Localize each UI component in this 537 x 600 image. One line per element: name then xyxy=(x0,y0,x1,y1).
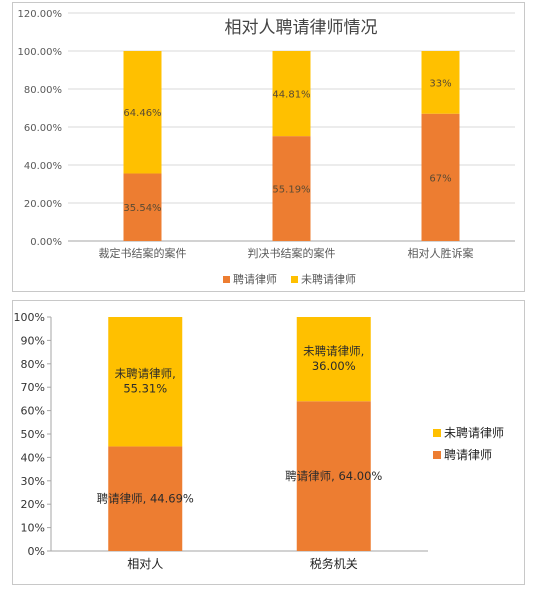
legend-swatch xyxy=(433,451,441,459)
y-tick-label: 80% xyxy=(21,358,45,371)
stacked-bar-chart-2: 0% 10% 20% 30% 40% 50% 60% 70% 80% 90% 100% 聘请律师, 4… xyxy=(14,311,504,571)
y-tick-label: 20.00% xyxy=(24,199,62,210)
stacked-bar-chart-1: 相对人聘请律师情况 0.00% 20.00% 40.00% 60.00% 80.00% 10… xyxy=(18,9,515,286)
data-label: 35.54% xyxy=(123,203,161,214)
bar-not-hired xyxy=(296,317,371,402)
legend-label: 未聘请律师 xyxy=(444,426,504,440)
bar-not-hired xyxy=(108,317,183,447)
data-label: 67% xyxy=(429,173,451,184)
chart-panel-parties: 0% 10% 20% 30% 40% 50% 60% 70% 80% 90% 100% 聘请律师, 4… xyxy=(12,300,525,585)
y-tick-label: 80.00% xyxy=(24,85,62,96)
y-tick-label: 90% xyxy=(21,334,45,347)
bar-hired xyxy=(272,136,311,241)
y-tick-label: 50% xyxy=(21,428,45,441)
bar-hired xyxy=(296,401,371,551)
y-tick-label: 120.00% xyxy=(18,9,63,20)
data-label: 聘请律师, 64.00% xyxy=(285,469,382,483)
legend-label: 聘请律师 xyxy=(233,272,277,286)
y-tick-label: 40.00% xyxy=(24,161,62,172)
x-category-label: 相对人 xyxy=(127,557,163,571)
bar-not-hired xyxy=(421,51,460,114)
chart-title: 相对人聘请律师情况 xyxy=(225,18,378,38)
y-tick-label: 40% xyxy=(21,451,45,464)
data-label: 55.19% xyxy=(272,185,310,196)
legend-label: 未聘请律师 xyxy=(301,272,356,286)
y-tick-label: 60% xyxy=(21,405,45,418)
x-category-label: 相对人胜诉案 xyxy=(408,246,474,260)
x-category-label: 判决书结案的案件 xyxy=(248,246,336,260)
y-tick-label: 0.00% xyxy=(30,237,62,248)
data-label: 64.46% xyxy=(123,108,161,119)
x-category-label: 税务机关 xyxy=(310,556,358,571)
data-label: 聘请律师, 44.69% xyxy=(97,492,194,506)
y-tick-label: 30% xyxy=(21,475,45,488)
bar-not-hired xyxy=(123,51,162,174)
y-tick-label: 70% xyxy=(21,381,45,394)
bar-hired xyxy=(108,446,183,551)
y-tick-label: 60.00% xyxy=(24,123,62,134)
legend-swatch xyxy=(223,276,230,283)
data-label: 未聘请律师, 36.00% xyxy=(303,344,364,373)
legend-swatch xyxy=(291,276,298,283)
y-tick-label: 10% xyxy=(21,522,45,535)
y-tick-label: 100% xyxy=(14,311,45,324)
data-label: 33% xyxy=(429,78,451,89)
y-tick-label: 0% xyxy=(28,545,45,558)
legend-swatch xyxy=(433,429,441,437)
bar-not-hired xyxy=(272,51,311,137)
legend-label: 聘请律师 xyxy=(444,448,492,462)
bar-hired xyxy=(123,173,162,241)
y-tick-label: 100.00% xyxy=(18,47,63,58)
chart-panel-lawyer-hiring: 相对人聘请律师情况 0.00% 20.00% 40.00% 60.00% 80.00% 10… xyxy=(12,2,525,292)
x-category-label: 裁定书结案的案件 xyxy=(99,246,187,260)
data-label: 未聘请律师, 55.31% xyxy=(115,367,176,396)
bar-hired xyxy=(421,113,460,241)
y-tick-label: 20% xyxy=(21,498,45,511)
data-label: 44.81% xyxy=(272,90,310,101)
